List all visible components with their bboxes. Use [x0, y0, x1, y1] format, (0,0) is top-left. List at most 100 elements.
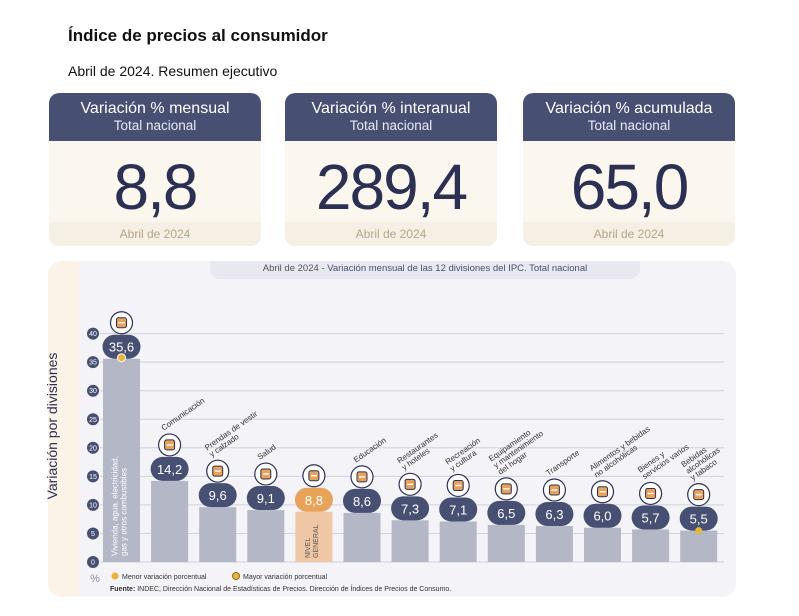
bar: [247, 510, 285, 562]
cigarette-glass-icon: [687, 482, 711, 507]
y-tick-label: 0: [91, 560, 95, 567]
restaurant-icon: [398, 472, 422, 496]
value-badge: [246, 486, 285, 511]
category-label: Transporte: [544, 448, 581, 478]
value-badge: [583, 503, 622, 528]
tools-bulb-icon: [109, 311, 134, 335]
books-icon: [350, 465, 374, 489]
min-variation-marker: [695, 527, 703, 535]
data-label: 6,3: [545, 507, 563, 522]
y-tick-marker: [87, 384, 99, 397]
card-accumulated: Variación % acumulada Total nacional 65,…: [523, 93, 735, 246]
legend-max-label: Mayor variación porcentual: [243, 574, 327, 581]
chart-title: Abril de 2024 - Variación mensual de las…: [210, 261, 640, 279]
card-monthly-value: 8,8: [113, 151, 199, 223]
y-tick-label: 40: [89, 331, 97, 338]
y-tick-marker: [87, 413, 99, 426]
bar: [103, 358, 140, 562]
category-label-line: Vivienda, agua, electricidad,: [111, 456, 120, 556]
y-tick-label: 20: [89, 445, 97, 452]
bar: [487, 524, 525, 562]
card-accumulated-footer: Abril de 2024: [523, 222, 735, 246]
bar: [151, 480, 189, 562]
y-tick-marker: [87, 470, 99, 483]
card-yearly: Variación % interanual Total nacional 28…: [285, 93, 497, 246]
card-yearly-subtitle: Total nacional: [349, 118, 433, 133]
category-label: Comunicación: [160, 396, 207, 432]
y-tick-marker: [87, 441, 99, 454]
category-label: Restaurantesy hoteles: [395, 431, 444, 472]
card-yearly-header: Variación % interanual Total nacional: [285, 93, 497, 141]
value-badge: [102, 334, 141, 359]
source-note: Fuente: INDEC, Dirección Nacional de Est…: [110, 584, 451, 593]
y-tick-marker: [87, 356, 99, 369]
legend-max-marker: [232, 572, 240, 580]
bar: [584, 527, 621, 562]
bar: [680, 530, 718, 562]
page-subtitle: Abril de 2024. Resumen ejecutivo: [68, 63, 278, 79]
source-text: INDEC, Dirección Nacional de Estadística…: [137, 584, 451, 593]
y-tick-label: 5: [91, 531, 95, 538]
category-label-line: Educación: [352, 436, 388, 465]
value-badge: [487, 500, 526, 525]
max-variation-marker: [117, 353, 126, 363]
value-badge: [535, 502, 574, 527]
card-yearly-footer: Abril de 2024: [285, 222, 497, 246]
data-label: 5,7: [642, 510, 660, 525]
value-badge: [679, 506, 718, 531]
source-label: Fuente:: [110, 586, 137, 593]
card-yearly-value: 289,4: [315, 151, 468, 223]
panel-side-strip: [48, 261, 79, 597]
y-tick-label: 10: [89, 502, 97, 509]
legend-min-marker: [111, 572, 119, 580]
category-label: Vivienda, agua, electricidad,gas y otros…: [111, 456, 129, 556]
value-badge: [439, 497, 478, 522]
value-badge: [391, 496, 430, 521]
category-label: Salud: [256, 443, 278, 462]
y-tick-label: 35: [89, 360, 97, 367]
y-tick-label: 25: [89, 417, 97, 424]
shirt-icon: [206, 459, 230, 483]
card-accumulated-header: Variación % acumulada Total nacional: [523, 93, 735, 141]
data-label: 6,5: [497, 506, 515, 521]
card-monthly-title: Variación % mensual: [80, 100, 230, 117]
shopping-basket-icon: [302, 464, 326, 488]
category-label: Educación: [352, 436, 388, 465]
medical-kit-icon: [254, 462, 278, 486]
value-badge: [343, 488, 381, 513]
y-tick-marker: [87, 327, 99, 340]
chart-title-main: Variación mensual de las 12 divisiones d…: [327, 263, 588, 274]
phone-icon: [158, 433, 182, 457]
category-label-line: GENERAL: [313, 524, 320, 558]
data-label: 35,6: [109, 340, 134, 355]
washing-machine-icon: [494, 477, 518, 501]
bar: [439, 521, 477, 562]
card-monthly: Variación % mensual Total nacional 8,8 A…: [49, 93, 261, 246]
data-label: 8,6: [353, 494, 371, 509]
category-label: Equipamientoy mantenimientodel hogar: [487, 422, 550, 476]
category-label-line: Comunicación: [160, 396, 207, 432]
category-label: Prendas de vestiry calzado: [203, 409, 264, 459]
card-monthly-header: Variación % mensual Total nacional: [49, 93, 261, 141]
bar: [295, 511, 333, 562]
category-label-line: Salud: [256, 443, 278, 462]
bar: [632, 529, 670, 562]
data-label: 6,0: [593, 509, 611, 524]
y-tick-label: 15: [89, 474, 97, 481]
bar: [535, 526, 573, 562]
chicken-icon: [590, 480, 615, 504]
chart-title-separator: -: [318, 263, 328, 274]
data-label: 9,1: [257, 491, 275, 506]
data-label: 9,6: [209, 488, 227, 503]
category-label-line: Transporte: [544, 448, 581, 478]
category-label-line: gas y otros combustibles: [120, 468, 129, 556]
bus-icon: [542, 478, 567, 502]
category-label: NIVELGENERAL: [305, 524, 320, 558]
data-label: 5,5: [690, 512, 708, 527]
value-badge: [631, 505, 670, 530]
beach-umbrella-icon: [446, 473, 470, 498]
y-tick-marker: [87, 556, 99, 568]
value-badge: [294, 487, 333, 512]
category-label: Recreacióny cultura: [444, 436, 487, 473]
